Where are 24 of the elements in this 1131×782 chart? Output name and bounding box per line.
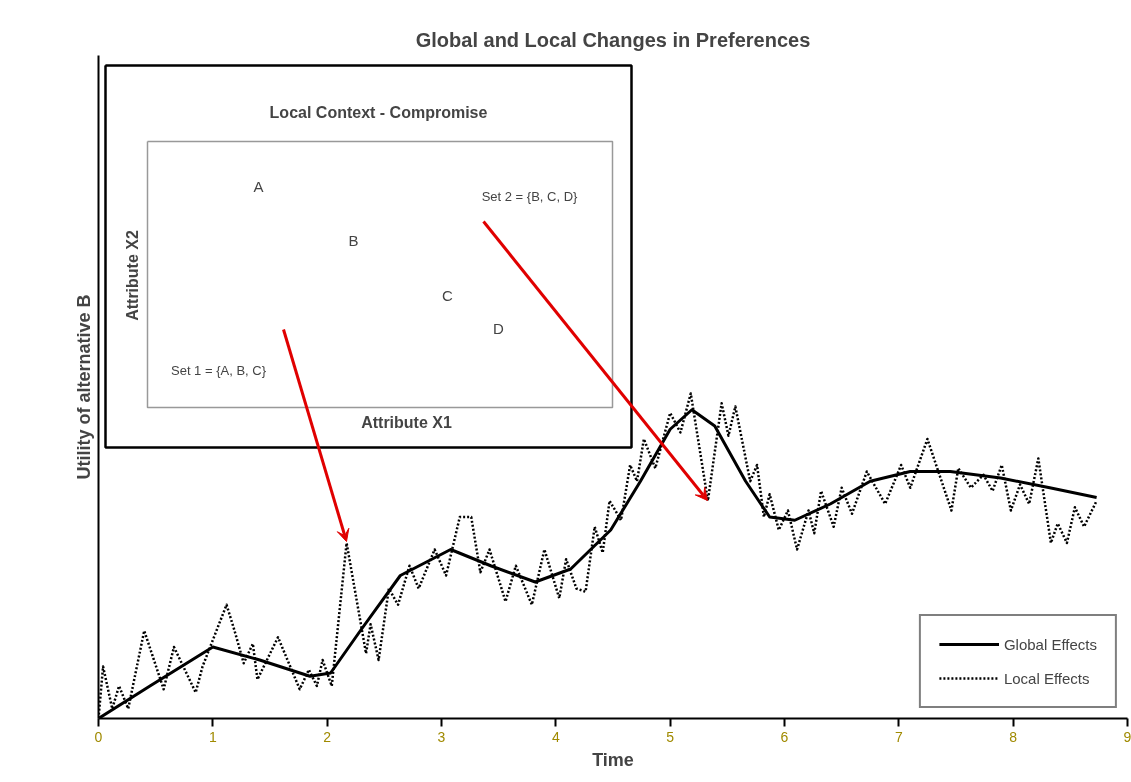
text: D <box>493 320 505 337</box>
text: Local Context - Compromise <box>269 104 488 121</box>
text: Set 1 = {A, B, C} <box>170 363 267 378</box>
y-axis-title: Utility of alternative B <box>73 294 94 480</box>
x-tick-label: 9 <box>1123 728 1131 745</box>
annotation: Attribute X1 <box>361 414 452 431</box>
x-tick-label: 0 <box>94 728 103 745</box>
text: B <box>348 232 359 249</box>
legend-label: Local Effects <box>1003 669 1090 687</box>
x-tick-label: 4 <box>551 728 560 745</box>
x-tick-label: 1 <box>208 728 217 745</box>
legend-label: Global Effects <box>1003 635 1097 653</box>
x-tick-label: 6 <box>780 728 789 745</box>
x-tick-label: 8 <box>1009 728 1018 745</box>
x-tick-label: 3 <box>437 728 446 745</box>
x-tick-label: 2 <box>323 728 332 745</box>
x-tick-label: 7 <box>894 728 903 745</box>
text: Set 2 = {B, C, D} <box>481 189 579 204</box>
text: Attribute X2 <box>124 230 141 321</box>
chart-title: Global and Local Changes in Preferences <box>415 28 811 51</box>
text: A <box>253 178 264 195</box>
text: C <box>442 287 454 304</box>
x-axis-title: Time <box>592 749 634 770</box>
x-tick-label: 5 <box>666 728 675 745</box>
